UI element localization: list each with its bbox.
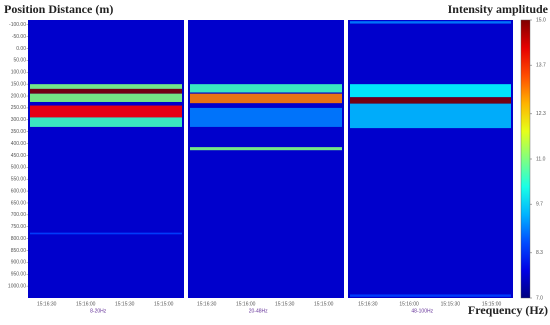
y-tick-label: 1000.00 <box>8 283 26 289</box>
colorbar <box>520 19 531 299</box>
y-tick-label: 150.00 <box>11 81 27 87</box>
heatmap-background <box>28 20 184 298</box>
colorbar-tick-label: 8.3 <box>536 250 543 256</box>
colorbar-tick-label: 12.3 <box>536 111 546 117</box>
y-tick-label: 350.00 <box>11 129 27 135</box>
heatmap-band <box>190 84 342 93</box>
colorbar-tick-label: 7.0 <box>536 295 543 301</box>
colorbar-tick-label: 11.0 <box>536 156 546 162</box>
heatmap-background <box>348 20 513 298</box>
heatmap-band <box>30 84 182 89</box>
x-tick-label: 15:16:00 <box>76 301 96 307</box>
y-tick-label: 750.00 <box>11 224 27 230</box>
heatmap-band <box>190 107 342 127</box>
heatmap-band <box>30 232 182 235</box>
heatmap-band <box>30 117 182 127</box>
heatmap-band <box>350 97 511 104</box>
heatmap-background <box>188 20 344 298</box>
x-tick-label: 15:15:00 <box>154 301 174 307</box>
y-tick-label: 600.00 <box>11 188 27 194</box>
heatmap-band <box>350 294 511 297</box>
heatmap-band <box>30 93 182 102</box>
y-tick-label: 850.00 <box>11 248 27 254</box>
y-tick-label: 300.00 <box>11 117 27 123</box>
y-tick-label: 250.00 <box>11 105 27 111</box>
x-axis-title: Frequency (Hz) <box>468 303 548 317</box>
colorbar-title: Intensity amplitude <box>448 2 549 16</box>
panel-label: 20-48Hz <box>249 308 268 314</box>
colorbar-tick-label: 13.7 <box>536 63 546 69</box>
y-tick-label: 650.00 <box>11 200 27 206</box>
x-tick-label: 15:16:00 <box>236 301 256 307</box>
heatmap-band <box>30 105 182 118</box>
colorbar-tick-label: 15.0 <box>536 17 546 23</box>
heatmap-band <box>350 103 511 129</box>
x-tick-label: 15:15:30 <box>275 301 295 307</box>
x-tick-label: 15:15:00 <box>482 301 502 307</box>
heatmap-band <box>30 88 182 94</box>
y-tick-label: 500.00 <box>11 165 27 171</box>
heatmap-band <box>350 21 511 24</box>
heatmap-band <box>190 93 342 104</box>
colorbar-tick-label: 9.7 <box>536 202 543 208</box>
y-tick-label: -50.00 <box>12 34 26 40</box>
x-tick-label: 15:15:30 <box>115 301 135 307</box>
y-tick-label: 800.00 <box>11 236 27 242</box>
y-tick-label: 200.00 <box>11 93 27 99</box>
y-tick-label: 450.00 <box>11 153 27 159</box>
y-tick-label: 50.00 <box>13 58 26 64</box>
y-tick-label: 950.00 <box>11 272 27 278</box>
x-tick-label: 15:16:30 <box>358 301 378 307</box>
x-tick-label: 15:16:30 <box>37 301 57 307</box>
x-tick-label: 15:15:00 <box>314 301 334 307</box>
panel-label: 48-100Hz <box>411 308 433 314</box>
y-tick-label: -100.00 <box>9 22 26 28</box>
y-tick-label: 700.00 <box>11 212 27 218</box>
y-tick-label: 550.00 <box>11 177 27 183</box>
y-axis-title: Position Distance (m) <box>4 2 113 16</box>
y-tick-label: 100.00 <box>11 70 27 76</box>
y-tick-label: 400.00 <box>11 141 27 147</box>
x-tick-label: 15:15:30 <box>441 301 461 307</box>
heatmap-band <box>350 84 511 98</box>
y-tick-label: 0.00 <box>16 46 26 52</box>
heatmap-band <box>190 147 342 151</box>
x-tick-label: 15:16:30 <box>197 301 217 307</box>
panel-label: 8-20Hz <box>90 308 107 314</box>
y-tick-label: 900.00 <box>11 260 27 266</box>
x-tick-label: 15:16:00 <box>399 301 419 307</box>
